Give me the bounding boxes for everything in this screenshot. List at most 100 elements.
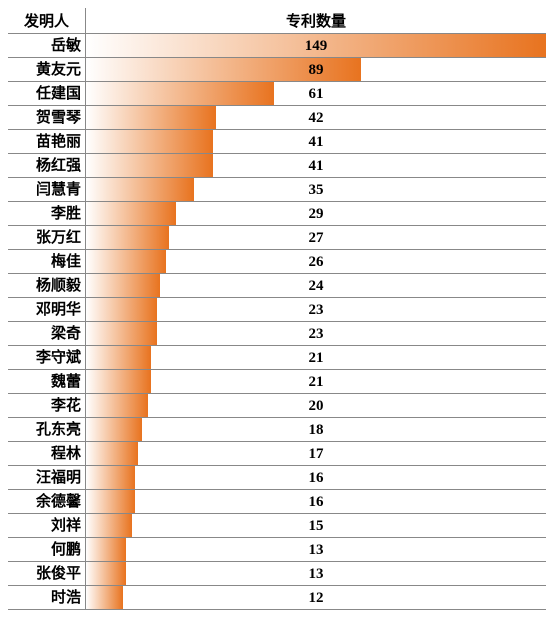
inventor-name: 张俊平	[8, 562, 86, 585]
inventor-name: 苗艳丽	[8, 130, 86, 153]
table-row: 汪福明16	[8, 466, 546, 490]
bar-value: 18	[86, 418, 546, 442]
bar-area: 26	[86, 250, 546, 273]
bar-area: 12	[86, 586, 546, 609]
bar-area: 89	[86, 58, 546, 81]
inventor-name: 李花	[8, 394, 86, 417]
inventor-patent-chart: 发明人 专利数量 岳敏149黄友元89任建国61贺雪琴42苗艳丽41杨红强41闫…	[8, 8, 546, 610]
bar-value: 15	[86, 514, 546, 538]
table-row: 任建国61	[8, 82, 546, 106]
table-row: 时浩12	[8, 586, 546, 610]
inventor-name: 何鹏	[8, 538, 86, 561]
table-row: 杨红强41	[8, 154, 546, 178]
table-row: 张万红27	[8, 226, 546, 250]
bar-area: 41	[86, 130, 546, 153]
table-row: 何鹏13	[8, 538, 546, 562]
bar-value: 42	[86, 106, 546, 130]
bar-area: 29	[86, 202, 546, 225]
inventor-name: 刘祥	[8, 514, 86, 537]
inventor-name: 杨顺毅	[8, 274, 86, 297]
bar-area: 61	[86, 82, 546, 105]
bar-value: 23	[86, 298, 546, 322]
bar-area: 42	[86, 106, 546, 129]
bar-area: 41	[86, 154, 546, 177]
table-row: 程林17	[8, 442, 546, 466]
bar-area: 16	[86, 490, 546, 513]
bar-value: 21	[86, 346, 546, 370]
table-row: 余德馨16	[8, 490, 546, 514]
inventor-name: 梅佳	[8, 250, 86, 273]
table-row: 孔东亮18	[8, 418, 546, 442]
inventor-name: 梁奇	[8, 322, 86, 345]
bar-area: 21	[86, 370, 546, 393]
inventor-name: 贺雪琴	[8, 106, 86, 129]
bar-value: 12	[86, 586, 546, 610]
bar-value: 21	[86, 370, 546, 394]
inventor-name: 岳敏	[8, 34, 86, 57]
table-row: 刘祥15	[8, 514, 546, 538]
bar-area: 15	[86, 514, 546, 537]
bar-value: 16	[86, 466, 546, 490]
inventor-name: 时浩	[8, 586, 86, 609]
bar-area: 23	[86, 298, 546, 321]
bar-area: 149	[86, 34, 546, 57]
chart-header: 发明人 专利数量	[8, 8, 546, 34]
bar-value: 17	[86, 442, 546, 466]
bar-area: 17	[86, 442, 546, 465]
bar-value: 16	[86, 490, 546, 514]
table-row: 李胜29	[8, 202, 546, 226]
bar-area: 16	[86, 466, 546, 489]
inventor-name: 孔东亮	[8, 418, 86, 441]
inventor-name: 杨红强	[8, 154, 86, 177]
bar-value: 13	[86, 562, 546, 586]
bar-area: 21	[86, 346, 546, 369]
bar-value: 149	[86, 34, 546, 58]
bar-value: 20	[86, 394, 546, 418]
chart-rows: 岳敏149黄友元89任建国61贺雪琴42苗艳丽41杨红强41闫慧青35李胜29张…	[8, 34, 546, 610]
inventor-name: 汪福明	[8, 466, 86, 489]
bar-value: 24	[86, 274, 546, 298]
bar-area: 35	[86, 178, 546, 201]
table-row: 李花20	[8, 394, 546, 418]
inventor-name: 余德馨	[8, 490, 86, 513]
bar-value: 23	[86, 322, 546, 346]
inventor-name: 邓明华	[8, 298, 86, 321]
inventor-name: 程林	[8, 442, 86, 465]
inventor-name: 魏蕾	[8, 370, 86, 393]
bar-value: 41	[86, 154, 546, 178]
table-row: 魏蕾21	[8, 370, 546, 394]
bar-value: 26	[86, 250, 546, 274]
bar-area: 23	[86, 322, 546, 345]
bar-value: 29	[86, 202, 546, 226]
table-row: 杨顺毅24	[8, 274, 546, 298]
bar-area: 24	[86, 274, 546, 297]
bar-value: 35	[86, 178, 546, 202]
inventor-name: 闫慧青	[8, 178, 86, 201]
header-inventor-label: 发明人	[8, 8, 86, 33]
table-row: 闫慧青35	[8, 178, 546, 202]
bar-area: 20	[86, 394, 546, 417]
bar-value: 61	[86, 82, 546, 106]
table-row: 黄友元89	[8, 58, 546, 82]
table-row: 梁奇23	[8, 322, 546, 346]
table-row: 岳敏149	[8, 34, 546, 58]
inventor-name: 张万红	[8, 226, 86, 249]
table-row: 张俊平13	[8, 562, 546, 586]
inventor-name: 李胜	[8, 202, 86, 225]
table-row: 梅佳26	[8, 250, 546, 274]
bar-value: 27	[86, 226, 546, 250]
inventor-name: 任建国	[8, 82, 86, 105]
bar-area: 13	[86, 538, 546, 561]
table-row: 邓明华23	[8, 298, 546, 322]
inventor-name: 黄友元	[8, 58, 86, 81]
bar-area: 13	[86, 562, 546, 585]
table-row: 贺雪琴42	[8, 106, 546, 130]
bar-value: 41	[86, 130, 546, 154]
bar-area: 18	[86, 418, 546, 441]
bar-value: 89	[86, 58, 546, 82]
inventor-name: 李守斌	[8, 346, 86, 369]
bar-area: 27	[86, 226, 546, 249]
bar-value: 13	[86, 538, 546, 562]
table-row: 李守斌21	[8, 346, 546, 370]
header-count-label: 专利数量	[86, 8, 546, 33]
